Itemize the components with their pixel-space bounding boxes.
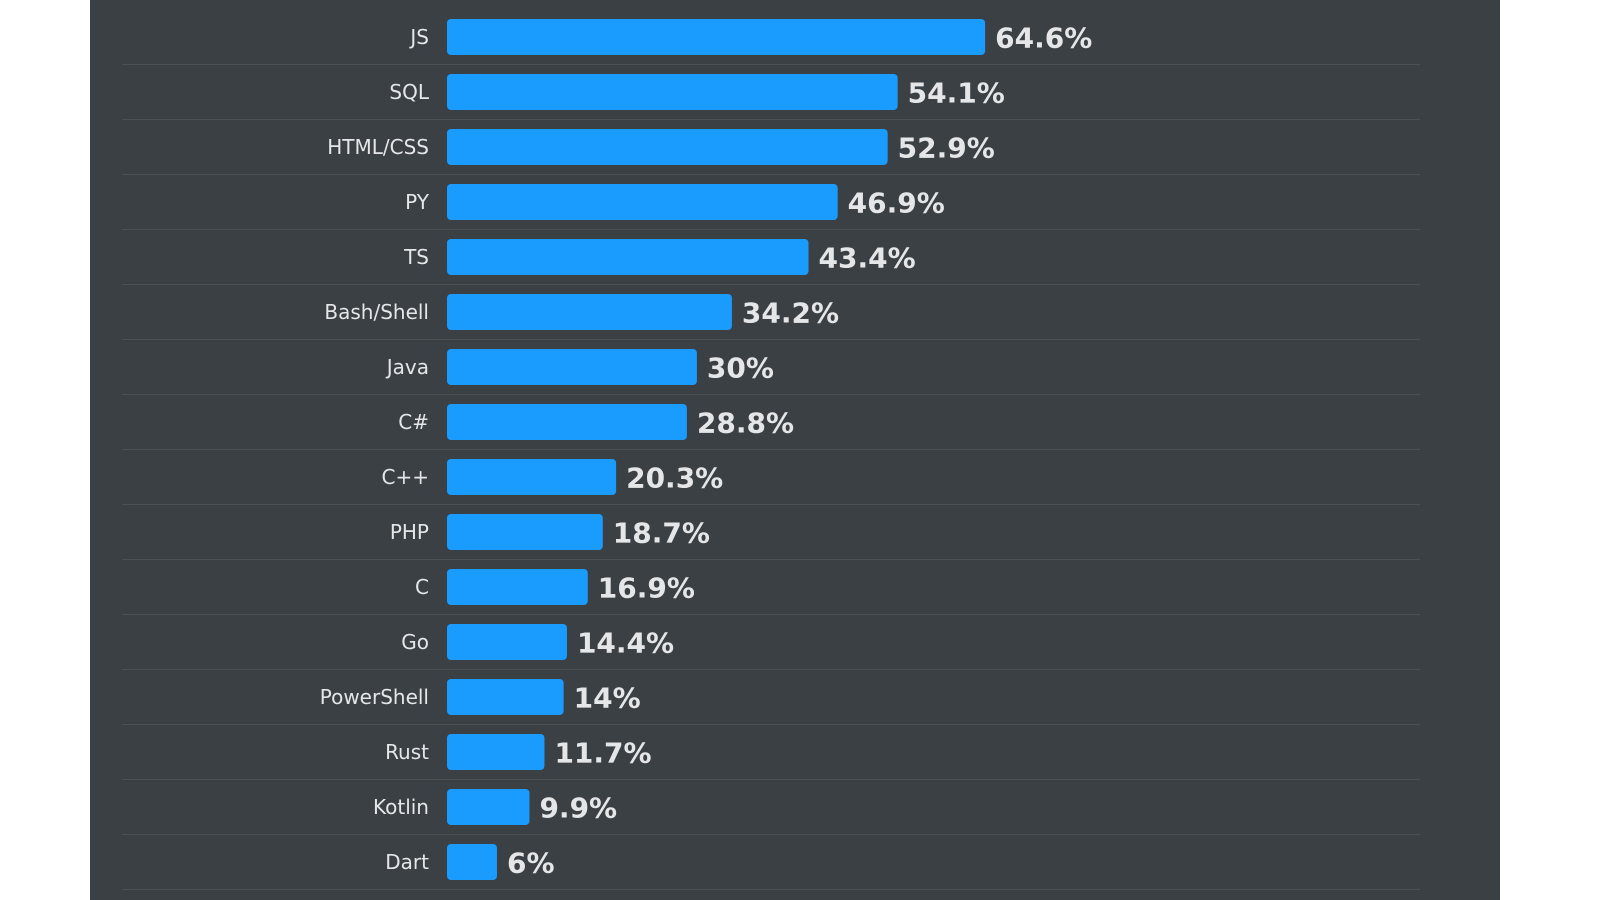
value-label: 64.6% [995, 22, 1092, 55]
category-label: Kotlin [373, 795, 429, 819]
bar [447, 19, 986, 55]
category-label: C++ [382, 465, 429, 489]
category-label: PHP [390, 520, 429, 544]
value-label: 16.9% [598, 572, 695, 605]
bar [447, 844, 497, 880]
value-label: 18.7% [613, 517, 710, 550]
value-label: 14.4% [577, 627, 674, 660]
category-label: C# [398, 410, 429, 434]
value-label: 54.1% [908, 77, 1005, 110]
bar-chart: JS 64.6% SQL 54.1% HTML/CSS 52.9% PY 46.9% TS 43.… [122, 19, 1420, 890]
bar [447, 514, 603, 550]
category-label: HTML/CSS [327, 135, 429, 159]
value-label: 20.3% [626, 462, 723, 495]
chart-panel: JS 64.6% SQL 54.1% HTML/CSS 52.9% PY 46.9% TS 43.… [90, 0, 1500, 900]
bar [447, 679, 564, 715]
category-label: Dart [385, 850, 429, 874]
category-label: TS [403, 245, 429, 269]
bar [447, 129, 888, 165]
category-label: Rust [385, 740, 429, 764]
bar [447, 459, 617, 495]
value-label: 6% [507, 847, 555, 880]
bar [447, 569, 588, 605]
bar [447, 624, 567, 660]
category-label: SQL [389, 80, 429, 104]
bar [447, 184, 838, 220]
bar [447, 239, 809, 275]
bar [447, 74, 898, 110]
value-label: 30% [707, 352, 774, 385]
value-label: 34.2% [742, 297, 839, 330]
bar [447, 404, 687, 440]
value-label: 14% [574, 682, 641, 715]
value-label: 52.9% [898, 132, 995, 165]
bar [447, 294, 732, 330]
bar [447, 349, 697, 385]
category-label: Bash/Shell [324, 300, 429, 324]
value-label: 43.4% [819, 242, 916, 275]
category-label: Java [385, 355, 429, 379]
value-label: 11.7% [554, 737, 651, 770]
value-label: 9.9% [539, 792, 617, 825]
value-label: 46.9% [848, 187, 945, 220]
bar [447, 789, 530, 825]
category-label: Go [401, 630, 429, 654]
bar [447, 734, 545, 770]
value-label: 28.8% [697, 407, 794, 440]
category-label: PowerShell [320, 685, 429, 709]
category-label: JS [408, 25, 429, 49]
category-label: C [415, 575, 429, 599]
category-label: PY [405, 190, 430, 214]
